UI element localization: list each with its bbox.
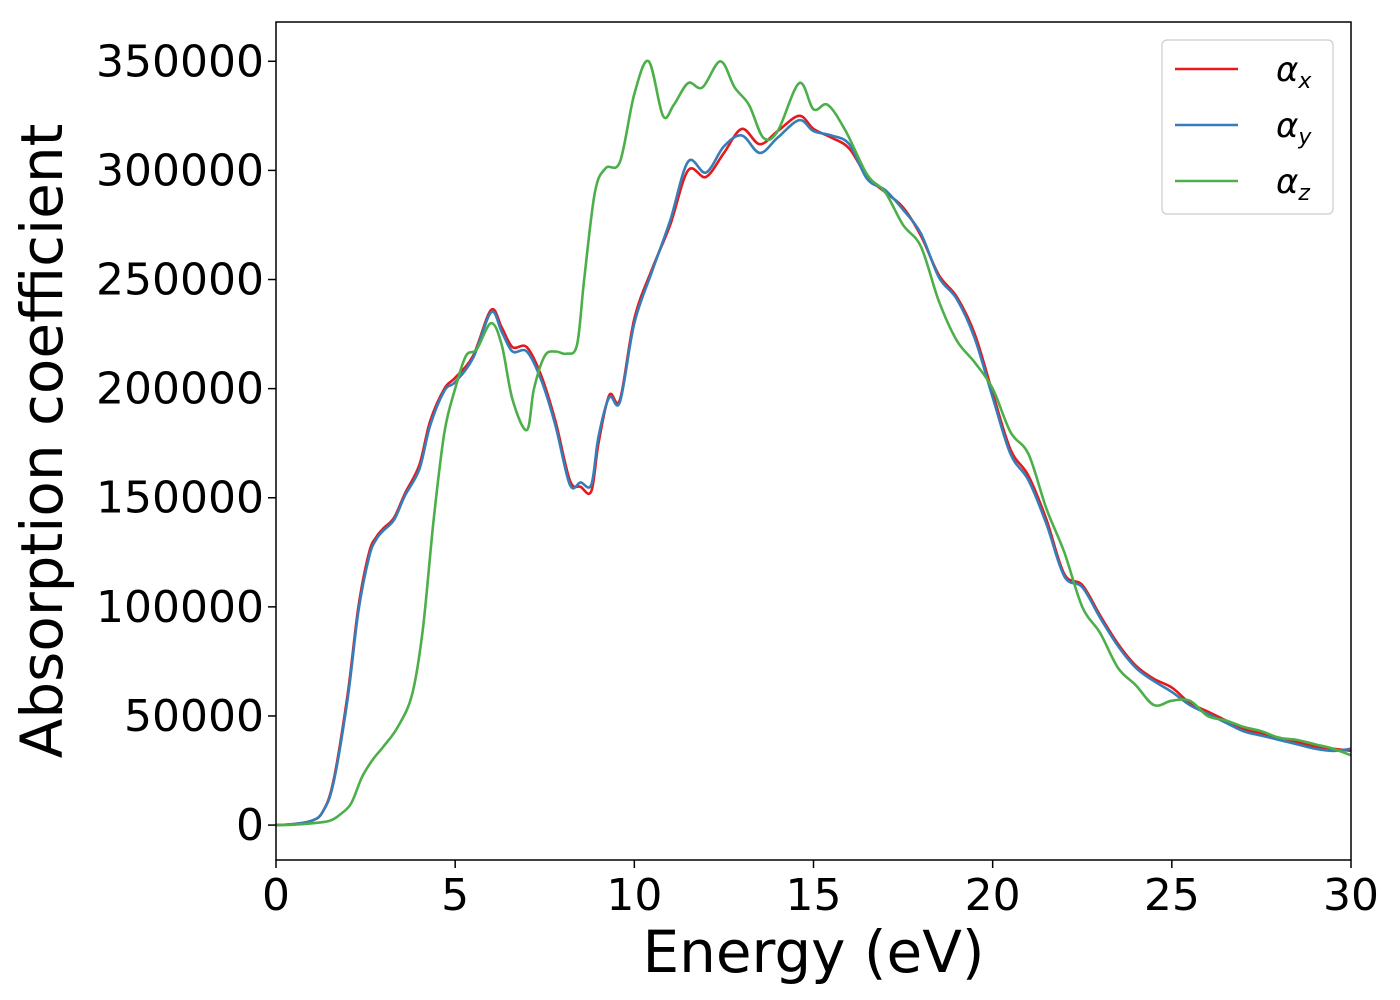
legend-box — [1161, 39, 1334, 215]
series-line-y — [275, 118, 1352, 827]
x-tick-label: 5 — [441, 870, 469, 921]
series-line-x — [275, 114, 1352, 827]
y-tick-label: 0 — [236, 800, 264, 851]
x-axis: 0 5 10 15 20 25 30 — [262, 860, 1379, 921]
y-axis: 0 50000 100000 150000 200000 250000 300000 3500… — [96, 36, 276, 851]
y-tick-label: 50000 — [124, 691, 264, 742]
y-tick-label: 200000 — [96, 364, 264, 415]
y-tick-label: 300000 — [96, 145, 264, 196]
legend: αx αy αz — [1161, 39, 1334, 215]
y-axis-label: Absorption coefficient — [8, 124, 76, 759]
x-axis-label: Energy (eV) — [642, 918, 984, 986]
legend-label-z: αz — [1276, 162, 1310, 206]
x-tick-label: 30 — [1323, 870, 1379, 921]
series-line-z — [275, 59, 1352, 827]
x-tick-label: 20 — [965, 870, 1021, 921]
legend-label-y: αy — [1276, 106, 1312, 150]
x-tick-label: 25 — [1144, 870, 1200, 921]
plot-lines — [275, 59, 1352, 827]
y-tick-label: 100000 — [96, 582, 264, 633]
x-tick-label: 10 — [606, 870, 662, 921]
x-tick-label: 0 — [262, 870, 290, 921]
y-tick-label: 250000 — [96, 255, 264, 306]
x-tick-label: 15 — [786, 870, 842, 921]
legend-label-x: αx — [1276, 50, 1312, 94]
y-tick-label: 150000 — [96, 473, 264, 524]
y-tick-label: 350000 — [96, 36, 264, 87]
